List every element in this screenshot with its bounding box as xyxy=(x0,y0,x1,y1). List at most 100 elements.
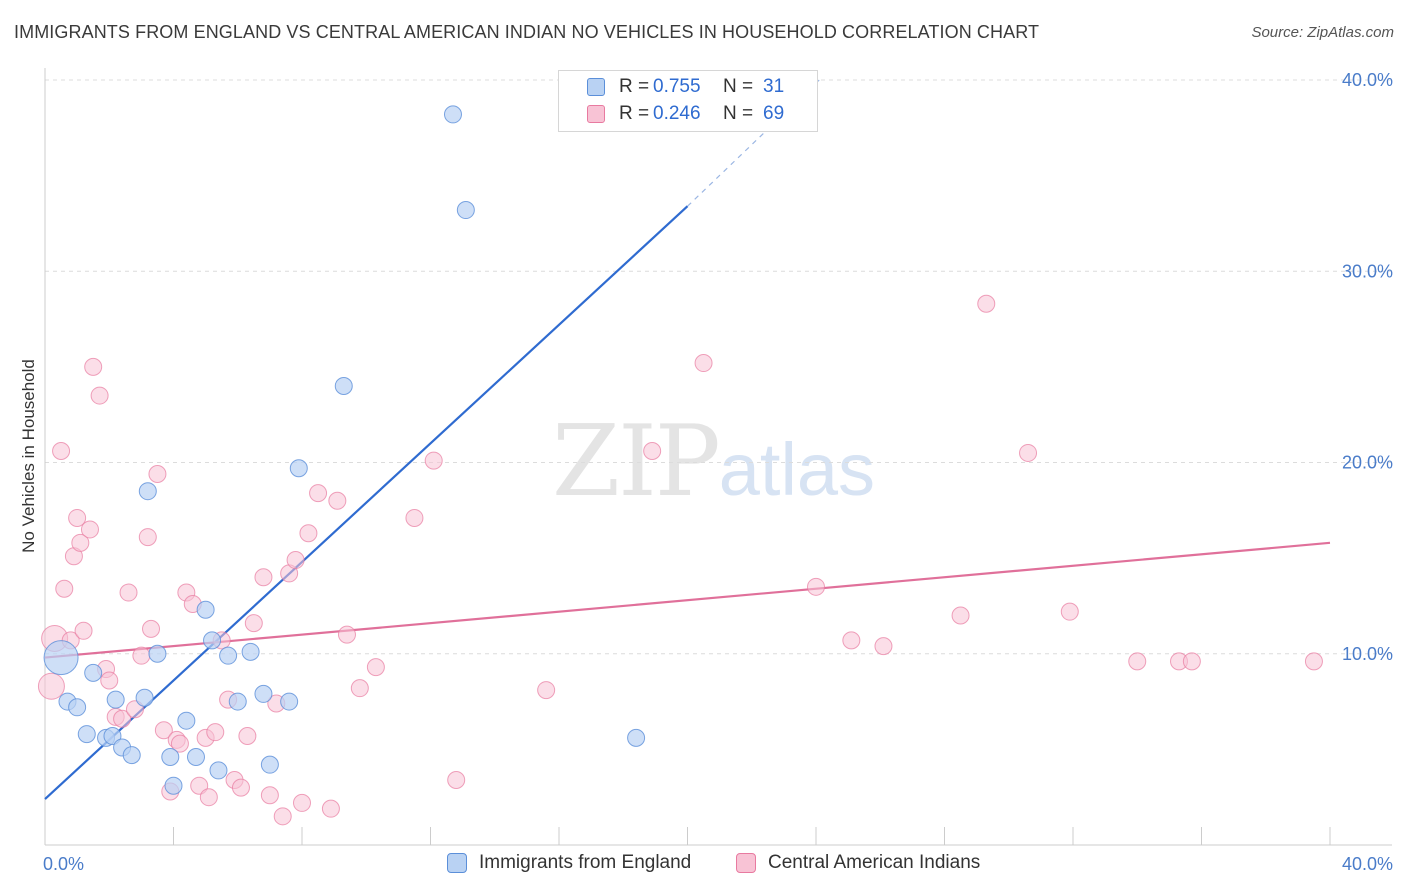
legend-row-central: R = 0.246 N = 69 xyxy=(587,102,784,126)
watermark-zip: ZIP xyxy=(552,405,721,519)
england-point xyxy=(186,748,205,767)
central-point xyxy=(37,672,65,700)
central-point xyxy=(142,619,161,638)
central-point xyxy=(138,528,157,547)
central-point xyxy=(199,788,218,807)
england-point xyxy=(68,698,87,717)
england-point xyxy=(280,692,299,711)
tick-labels: 10.0% 20.0% 30.0% 40.0% 0.0% 40.0% xyxy=(43,70,1393,874)
bottom-legend-swatch-central xyxy=(736,853,756,873)
central-point xyxy=(299,524,318,543)
central-point xyxy=(447,770,466,789)
england-point xyxy=(289,459,308,478)
legend-n-label: N = xyxy=(723,76,754,97)
central-point xyxy=(337,625,356,644)
england-point xyxy=(177,711,196,730)
central-point xyxy=(424,451,443,470)
england-point xyxy=(219,646,238,665)
legend-n-value-england: 31 xyxy=(763,76,785,97)
central-point xyxy=(1060,602,1079,621)
central-point xyxy=(951,606,970,625)
y-tick-label: 30.0% xyxy=(1342,261,1393,281)
central-point xyxy=(977,294,996,313)
england-point xyxy=(43,640,79,676)
legend-r-label: R = xyxy=(619,76,650,97)
central-point xyxy=(55,579,74,598)
central-point xyxy=(231,778,250,797)
central-point xyxy=(113,709,132,728)
source-label: Source: ZipAtlas.com xyxy=(1251,24,1394,41)
central-point xyxy=(537,681,556,700)
chart-title: IMMIGRANTS FROM ENGLAND VS CENTRAL AMERI… xyxy=(14,22,1040,42)
x-tick-label: 40.0% xyxy=(1342,854,1393,874)
bottom-legend-central: Central American Indians xyxy=(736,852,980,874)
england-point xyxy=(135,688,154,707)
central-point xyxy=(90,386,109,405)
england-point xyxy=(456,201,475,220)
england-point xyxy=(203,631,222,650)
england-point xyxy=(84,663,103,682)
england-point xyxy=(164,776,183,795)
legend-r-label: R = xyxy=(619,103,650,124)
england-point xyxy=(254,684,273,703)
central-point xyxy=(643,442,662,461)
central-point xyxy=(154,721,173,740)
bottom-legend-swatch-england xyxy=(447,853,467,873)
england-point xyxy=(260,755,279,774)
legend-n-value-central: 69 xyxy=(763,103,785,124)
central-point xyxy=(148,464,167,483)
bottom-legend-label-england: Immigrants from England xyxy=(479,852,692,873)
england-points xyxy=(43,105,646,795)
legend-n-label: N = xyxy=(723,103,754,124)
central-point xyxy=(842,631,861,650)
central-point xyxy=(74,621,93,640)
central-point xyxy=(254,568,273,587)
england-point xyxy=(161,748,180,767)
central-point xyxy=(190,776,209,795)
central-point xyxy=(807,577,825,596)
central-point xyxy=(286,551,305,570)
england-point xyxy=(443,105,462,124)
england-point xyxy=(122,746,141,765)
central-point xyxy=(100,671,119,690)
bottom-legend-england: Immigrants from England xyxy=(447,852,691,874)
england-point xyxy=(627,728,646,747)
y-tick-label: 40.0% xyxy=(1342,70,1393,90)
central-point xyxy=(125,700,144,719)
central-point xyxy=(321,799,340,818)
trendlines xyxy=(44,79,1331,800)
central-point xyxy=(71,533,90,552)
england-point xyxy=(196,600,215,619)
legend-r-value-central: 0.246 xyxy=(653,103,701,124)
central-point xyxy=(1019,443,1038,462)
england-point xyxy=(209,761,228,780)
england-point xyxy=(228,692,247,711)
england-point xyxy=(77,725,96,744)
england-point xyxy=(103,726,122,745)
central-point xyxy=(132,646,151,665)
central-point xyxy=(52,442,71,461)
england-point xyxy=(241,642,260,661)
central-point xyxy=(874,637,893,656)
central-point xyxy=(328,491,347,510)
central-point xyxy=(273,807,292,826)
central-point xyxy=(350,679,369,698)
central-point xyxy=(1128,652,1147,671)
central-point xyxy=(119,583,138,602)
central-point xyxy=(80,520,99,539)
central-point xyxy=(238,726,257,745)
central-point xyxy=(309,484,328,503)
central-point xyxy=(1304,652,1323,671)
legend: R = 0.755 N = 31 R = 0.246 N = 69 xyxy=(558,70,818,132)
central-points xyxy=(37,294,1323,826)
central-point xyxy=(170,734,189,753)
england-point xyxy=(106,690,125,709)
gridlines xyxy=(45,79,1392,655)
watermark: ZIPatlas xyxy=(552,405,875,519)
watermark-atlas: atlas xyxy=(718,428,876,511)
x-tick-label: 0.0% xyxy=(43,854,84,874)
central-point xyxy=(260,786,279,805)
england-point xyxy=(334,377,353,395)
central-point xyxy=(206,723,225,742)
